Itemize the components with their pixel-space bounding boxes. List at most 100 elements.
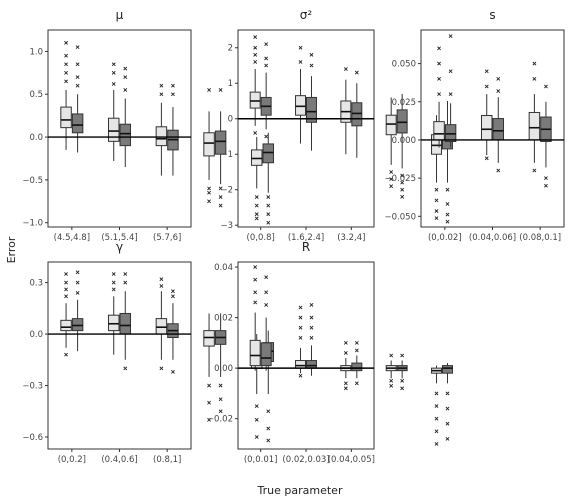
box-body — [107, 314, 120, 332]
box — [340, 67, 352, 155]
box — [351, 340, 363, 386]
outlier-point — [445, 421, 450, 426]
outlier-point — [64, 70, 68, 75]
outlier-point — [266, 203, 271, 208]
outlier-point — [434, 391, 439, 396]
outlier-point — [254, 417, 259, 422]
box-body — [305, 360, 317, 369]
y-tick-label: −0.025 — [385, 174, 416, 184]
box — [203, 88, 215, 204]
outlier-point — [484, 84, 489, 89]
outlier-point — [389, 378, 394, 383]
outlier-point — [64, 40, 68, 45]
box-body — [441, 365, 453, 374]
y-tick-label: −0.050 — [385, 212, 416, 222]
outlier-point — [532, 168, 537, 173]
box — [351, 70, 363, 158]
outlier-point — [437, 61, 441, 66]
outlier-point — [111, 62, 116, 67]
outlier-point — [171, 289, 175, 294]
outlier-point — [496, 168, 501, 173]
box-body — [60, 319, 72, 332]
chart-panel: μ −1.0 −0.5 0.0 0.5 1.0 (4.5,4.8] (5.1,5.4] (5.7… — [22, 8, 275, 243]
outlier-point — [264, 303, 269, 307]
outlier-point — [354, 381, 359, 386]
y-tick-label: 0.04 — [214, 263, 233, 273]
outlier-point — [445, 436, 450, 441]
outlier-point — [437, 76, 441, 81]
y-tick-label: 0.00 — [214, 364, 233, 374]
outlier-point — [253, 45, 258, 50]
box — [385, 353, 397, 388]
box-body — [203, 330, 215, 347]
outlier-point — [75, 280, 80, 285]
outlier-point — [298, 315, 303, 320]
y-tick-label: −2 — [220, 186, 233, 196]
outlier-point — [389, 383, 394, 388]
x-tick-label: (1.6,2.4] — [288, 233, 324, 243]
outlier-point — [111, 272, 116, 276]
outlier-point — [448, 69, 453, 74]
chart-panel: s −0.050 −0.025 0.000 0.025 0.050 (0,0.02] (0.0… — [385, 8, 565, 243]
outlier-point — [437, 46, 441, 51]
outlier-point — [532, 76, 537, 81]
outlier-point — [254, 216, 259, 221]
outlier-point — [298, 45, 303, 50]
outlier-point — [389, 177, 394, 181]
outlier-point — [75, 83, 80, 88]
box-body — [203, 132, 215, 157]
outlier-point — [448, 34, 453, 39]
panel-border — [47, 29, 192, 228]
y-axis-label: Error — [5, 236, 18, 263]
outlier-point — [123, 272, 128, 276]
box — [119, 272, 132, 371]
box — [214, 88, 227, 208]
box — [260, 42, 272, 139]
outlier-point — [343, 381, 348, 386]
outlier-point — [445, 202, 450, 206]
x-tick-label: (0.04,0.06] — [469, 233, 516, 243]
panel-title: σ² — [300, 8, 313, 22]
box — [441, 363, 453, 441]
outlier-point — [254, 435, 259, 439]
x-tick-label: (0,0.2] — [58, 455, 86, 465]
box — [340, 340, 352, 391]
box — [396, 93, 408, 199]
outlier-point — [254, 212, 259, 217]
outlier-point — [64, 287, 68, 292]
outlier-point — [64, 79, 68, 84]
outlier-point — [123, 280, 128, 285]
outlier-point — [64, 272, 68, 276]
box-body — [396, 109, 408, 134]
outlier-point — [75, 62, 80, 67]
outlier-point — [484, 156, 489, 161]
outlier-point — [343, 386, 348, 391]
outlier-point — [218, 88, 223, 92]
outlier-point — [309, 52, 314, 57]
box-body — [214, 130, 227, 155]
outlier-point — [264, 290, 269, 295]
outlier-point — [264, 63, 269, 68]
outlier-point — [445, 187, 450, 192]
x-tick-label: (4.5,4.8] — [54, 233, 90, 243]
outlier-point — [309, 303, 314, 307]
outlier-point — [496, 76, 501, 81]
outlier-point — [111, 70, 116, 75]
outlier-point — [111, 287, 116, 292]
outlier-point — [434, 187, 439, 192]
outlier-point — [123, 88, 128, 92]
box-body — [107, 117, 120, 142]
outlier-point — [171, 369, 175, 374]
outlier-point — [434, 416, 439, 421]
y-tick-label: −0.02 — [207, 415, 233, 425]
outlier-point — [298, 373, 303, 378]
y-tick-label: −0.6 — [22, 433, 43, 443]
outlier-point — [448, 92, 453, 97]
box — [385, 97, 397, 189]
chart-panel: σ² −3 −2 −1 0 1 2 (0,0.8] (1.6,2.4] (3.2,4] — [220, 8, 453, 243]
outlier-point — [400, 173, 405, 178]
outlier-point — [434, 216, 439, 221]
outlier-point — [207, 88, 211, 92]
outlier-point — [64, 294, 68, 299]
outlier-point — [400, 378, 405, 383]
